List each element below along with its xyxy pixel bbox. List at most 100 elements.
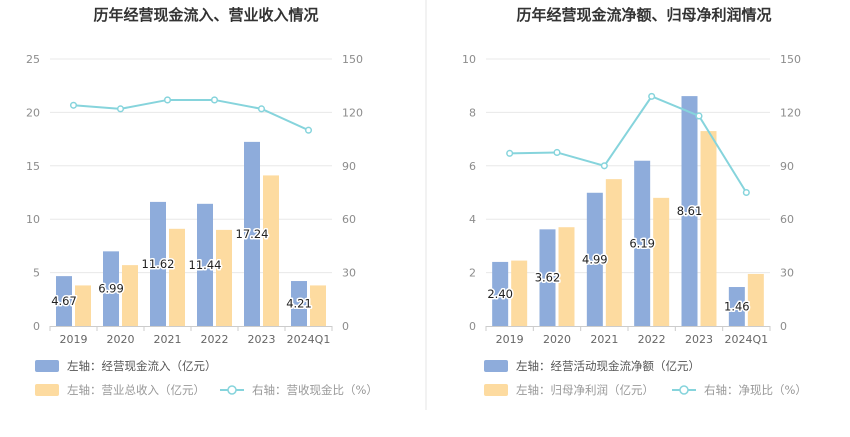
right-axis-tick-label: 0 [780,320,787,333]
line-point [116,105,125,113]
line-point [257,105,266,113]
line-point [163,96,172,104]
bar-secondary [558,227,575,326]
right-axis-tick-label: 150 [780,53,801,66]
bar-data-label: 8.61 [677,204,703,218]
chart-legend: 左轴：经营活动现金流净额（亿元） 左轴：归母净利润（亿元） 右轴：净现比（%） [484,359,807,397]
right-axis-tick-label: 30 [342,267,356,280]
left-axis-tick-label: 5 [33,267,40,280]
left-axis-tick-label: 20 [26,106,40,119]
left-axis-tick-label: 6 [469,160,476,173]
right-axis-tick-label: 90 [780,160,794,173]
bar-data-label: 4.99 [582,252,608,266]
x-axis-tick-label: 2024Q1 [287,333,331,346]
legend-label-line: 右轴：净现比（%） [704,383,807,397]
bar-data-label: 3.62 [535,271,561,285]
bar-data-label: 1.46 [724,300,750,314]
chart-panel-2: 历年经营现金流净额、归母净利润情况 0 2 4 6 8 10 0 30 60 90 120 150 201… [462,6,807,397]
legend-swatch-primary [35,360,59,372]
bar-primary [586,192,603,326]
bar-data-label: 11.44 [189,258,222,272]
bar-secondary [122,265,138,326]
chart-legend: 左轴：经营现金流入（亿元） 左轴：营业总收入（亿元） 右轴：营收现金比（%） [35,359,378,397]
bar-secondary [653,197,670,326]
legend-label-primary: 左轴：经营活动现金流净额（亿元） [516,359,700,373]
left-axis-tick-label: 0 [33,320,40,333]
right-axis-tick-label: 120 [342,106,363,119]
right-axis-tick-label: 150 [342,53,363,66]
legend-swatch-line-marker [679,385,689,395]
bar-secondary [747,273,764,326]
x-axis-tick-label: 2024Q1 [725,333,769,346]
bar-data-label: 4.67 [51,294,77,308]
right-axis-tick-label: 90 [342,160,356,173]
chart-panel-1: 历年经营现金流入、营业收入情况 0 5 10 15 20 25 0 30 60 90 120 150 20… [26,6,378,397]
bar-secondary [511,260,528,326]
chart-title: 历年经营现金流净额、归母净利润情况 [516,6,771,24]
bar-data-label: 4.21 [286,297,312,311]
right-axis-tick-label: 60 [342,213,356,226]
left-axis-tick-label: 2 [469,267,476,280]
bar-primary [103,251,119,326]
legend-swatch-line-marker [227,385,237,395]
right-axis-tick-label: 30 [780,267,794,280]
legend-swatch-secondary [35,384,59,396]
bar-secondary [310,285,326,326]
right-axis-tick-label: 0 [342,320,349,333]
line-point [695,112,703,120]
bar-secondary [263,175,279,326]
bar-data-label: 6.99 [98,282,124,296]
x-axis-tick-label: 2022 [638,333,666,346]
line-point [553,148,561,156]
left-axis-tick-label: 0 [469,320,476,333]
legend-swatch-secondary [484,384,508,396]
x-axis-tick-label: 2019 [60,333,88,346]
x-axis-tick-label: 2020 [107,333,135,346]
bar-primary [492,261,509,326]
bar-secondary [605,179,622,326]
legend-label-secondary: 左轴：营业总收入（亿元） [67,383,205,397]
x-axis-tick-label: 2021 [590,333,618,346]
right-axis-tick-label: 60 [780,213,794,226]
legend-label-line: 右轴：营收现金比（%） [252,383,378,397]
line-series [73,98,309,132]
x-axis-tick-label: 2020 [543,333,571,346]
bar-primary [539,229,556,326]
right-axis-tick-label: 120 [780,106,801,119]
legend-swatch-primary [484,360,508,372]
bar-data-label: 11.62 [142,257,175,271]
x-axis-tick-label: 2023 [248,333,276,346]
bar-primary [634,160,651,326]
bar-secondary [216,229,232,326]
bar-primary [681,96,698,326]
legend-label-primary: 左轴：经营现金流入（亿元） [67,359,217,373]
bar-secondary [169,228,185,326]
bar-primary [244,141,260,326]
left-axis-tick-label: 25 [26,53,40,66]
left-axis-tick-label: 10 [462,53,476,66]
bar-data-label: 6.19 [629,236,655,250]
chart-title: 历年经营现金流入、营业收入情况 [93,6,318,24]
line-point [600,162,608,170]
bar-primary [56,276,72,326]
x-axis-tick-label: 2019 [496,333,524,346]
line-point [69,101,78,109]
bar-secondary [700,131,717,326]
x-axis-tick-label: 2021 [154,333,182,346]
left-axis-tick-label: 15 [26,160,40,173]
left-axis-tick-label: 8 [469,106,476,119]
x-axis-tick-label: 2023 [685,333,713,346]
left-axis-tick-label: 4 [469,213,476,226]
bar-data-label: 17.24 [236,227,269,241]
line-point [506,149,514,157]
line-series [509,95,748,194]
bar-secondary [75,285,91,326]
bar-primary [197,203,213,326]
line-point [304,126,313,134]
legend-label-secondary: 左轴：归母净利润（亿元） [516,383,654,397]
line-point [742,188,750,197]
bar-primary [291,281,307,326]
line-point [648,92,656,100]
